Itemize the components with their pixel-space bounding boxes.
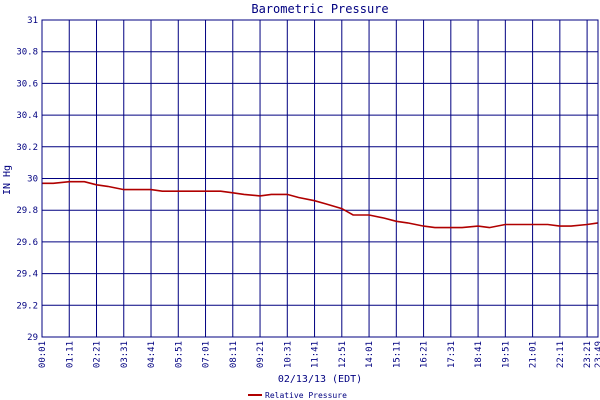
- x-tick-label: 23:49: [594, 341, 600, 368]
- y-tick-label: 29.2: [16, 301, 38, 311]
- x-tick-label: 03:31: [120, 341, 130, 368]
- y-tick-label: 30.4: [16, 111, 38, 121]
- y-tick-label: 30.8: [16, 48, 38, 58]
- legend-label-relative-pressure: Relative Pressure: [265, 391, 347, 400]
- x-tick-label: 07:01: [202, 341, 212, 368]
- x-tick-label: 23:21: [583, 341, 593, 368]
- x-tick-label: 09:21: [256, 341, 266, 368]
- x-tick-label: 10:31: [283, 341, 293, 368]
- series-layer: [42, 180, 599, 229]
- y-tick-label: 30.2: [16, 143, 38, 153]
- x-tick-label: 17:31: [447, 341, 457, 368]
- series-line-relative-pressure: [42, 180, 599, 229]
- y-tick-label: 30.6: [16, 79, 38, 89]
- x-tick-label: 16:21: [420, 341, 430, 368]
- chart-title: Barometric Pressure: [251, 2, 388, 16]
- x-tick-label: 02:21: [93, 341, 103, 368]
- x-tick-label: 01:11: [65, 341, 75, 368]
- legend: Relative Pressure: [248, 391, 347, 400]
- y-axis-ticks: 29 29.2 29.4 29.6 29.8 30 30.2 30.4 30.6 30.8 31: [16, 16, 38, 343]
- x-tick-label: 08:11: [229, 341, 239, 368]
- x-tick-label: 14:01: [365, 341, 375, 368]
- x-tick-label: 22:11: [556, 341, 566, 368]
- x-tick-label: 21:01: [529, 341, 539, 368]
- x-tick-label: 05:51: [174, 341, 184, 368]
- y-tick-label: 30: [27, 175, 38, 185]
- y-tick-label: 29: [27, 333, 38, 343]
- y-tick-label: 29.4: [16, 270, 38, 280]
- y-axis-label: IN Hg: [2, 165, 13, 195]
- x-axis-label: 02/13/13 (EDT): [278, 374, 362, 385]
- x-tick-label: 04:41: [147, 341, 157, 368]
- plot-frame: [41, 19, 599, 338]
- x-axis-ticks: 00:01 01:11 02:21 03:31 04:41 05:51 07:01 08:11…: [38, 341, 600, 368]
- y-tick-label: 31: [27, 16, 38, 26]
- y-tick-label: 29.8: [16, 206, 38, 216]
- y-tick-label: 29.6: [16, 238, 38, 248]
- x-tick-label: 11:41: [311, 341, 321, 368]
- x-tick-label: 18:41: [474, 341, 484, 368]
- x-tick-label: 15:11: [392, 341, 402, 368]
- x-tick-label: 12:51: [338, 341, 348, 368]
- grid-lines: [41, 19, 599, 338]
- x-tick-label: 19:51: [501, 341, 511, 368]
- x-tick-label: 00:01: [38, 341, 48, 368]
